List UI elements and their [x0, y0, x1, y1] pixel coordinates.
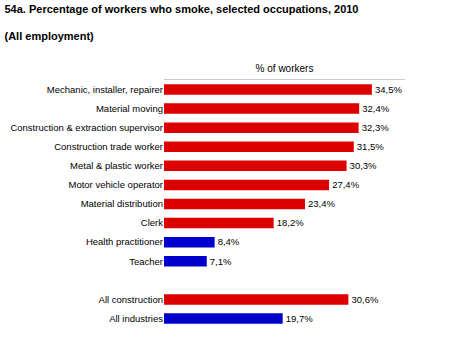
svg-text:23,4%: 23,4%	[308, 198, 336, 209]
svg-text:7,1%: 7,1%	[210, 256, 232, 267]
svg-text:All construction: All construction	[99, 294, 163, 305]
svg-text:30,3%: 30,3%	[350, 160, 378, 171]
svg-text:Health practitioner: Health practitioner	[86, 236, 163, 247]
svg-text:8,4%: 8,4%	[218, 236, 240, 247]
svg-text:19,7%: 19,7%	[286, 313, 314, 324]
svg-text:% of workers: % of workers	[256, 63, 314, 74]
svg-text:Motor vehicle operator: Motor vehicle operator	[68, 179, 163, 190]
svg-text:31,5%: 31,5%	[357, 141, 385, 152]
svg-text:Material moving: Material moving	[96, 103, 163, 114]
svg-text:34,5%: 34,5%	[375, 84, 403, 95]
svg-text:Metal & plastic worker: Metal & plastic worker	[70, 160, 163, 171]
svg-text:30,6%: 30,6%	[351, 294, 379, 305]
svg-text:Construction & extraction supe: Construction & extraction supervisor	[10, 122, 163, 133]
svg-text:Construction trade worker: Construction trade worker	[54, 141, 163, 152]
svg-text:32,4%: 32,4%	[362, 103, 390, 114]
svg-text:18,2%: 18,2%	[277, 217, 305, 228]
svg-text:54a. Percentage of workers who: 54a. Percentage of workers who smoke, se…	[5, 3, 359, 15]
svg-text:Material distribution: Material distribution	[81, 198, 163, 209]
svg-text:Mechanic, installer, repairer: Mechanic, installer, repairer	[47, 84, 163, 95]
svg-text:Teacher: Teacher	[129, 256, 163, 267]
svg-text:All industries: All industries	[109, 313, 163, 324]
svg-text:32,3%: 32,3%	[362, 122, 390, 133]
svg-text:Clerk: Clerk	[141, 217, 163, 228]
svg-text:(All employment): (All employment)	[5, 30, 95, 42]
svg-text:27,4%: 27,4%	[332, 179, 360, 190]
